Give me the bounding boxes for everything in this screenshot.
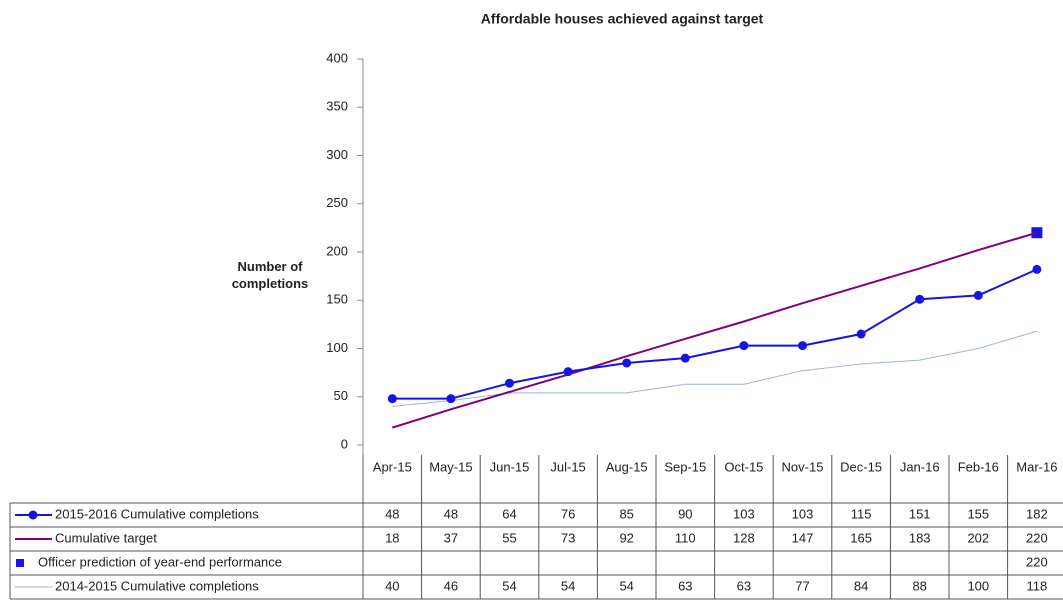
y-tick-label: 400: [326, 50, 348, 65]
table-value: 48: [385, 506, 399, 521]
table-value: 110: [675, 530, 696, 545]
point: [505, 378, 514, 388]
legend-key: [28, 510, 38, 520]
table-value: 88: [912, 578, 926, 593]
point: [680, 353, 690, 363]
x-tick-label: Nov-15: [782, 459, 824, 474]
y-tick-label: 150: [326, 292, 348, 307]
x-tick-label: Apr-15: [373, 459, 412, 474]
table-value: 84: [854, 578, 868, 593]
x-tick-label: Aug-15: [606, 459, 648, 474]
table-value: 151: [909, 506, 931, 521]
table-value: 128: [733, 530, 755, 545]
table-value: 90: [678, 506, 692, 521]
table-value: 37: [444, 530, 458, 545]
y-tick-label: 100: [326, 340, 348, 355]
table-value: 202: [967, 530, 989, 545]
point: [1032, 264, 1042, 274]
table-value: 183: [909, 530, 931, 545]
table-value: 103: [792, 506, 814, 521]
x-tick-label: Oct-15: [724, 459, 763, 474]
legend-label: 2014-2015 Cumulative completions: [55, 578, 259, 593]
y-tick-label: 50: [334, 388, 348, 403]
table-value: 100: [967, 578, 989, 593]
table-value: 103: [733, 506, 755, 521]
table-value: 48: [444, 506, 458, 521]
point: [739, 341, 749, 351]
table-value: 46: [444, 578, 458, 593]
chart-title: Affordable houses achieved against targe…: [481, 11, 764, 27]
table-value: 155: [967, 506, 989, 521]
x-tick-label: May-15: [429, 459, 472, 474]
legend-label: Cumulative target: [55, 530, 157, 545]
series-line: [392, 330, 1038, 407]
table-value: 73: [561, 530, 575, 545]
point: [856, 329, 866, 339]
table-value: 85: [619, 506, 633, 521]
table-value: 182: [1026, 506, 1048, 521]
table-value: 165: [850, 530, 872, 545]
table-value: 40: [385, 578, 399, 593]
legend-label: Officer prediction of year-end performan…: [38, 554, 282, 569]
x-tick-label: Sep-15: [664, 459, 706, 474]
table-value: 54: [619, 578, 633, 593]
table-value: 54: [502, 578, 516, 593]
point: [798, 341, 807, 351]
table-value: 118: [1027, 578, 1048, 593]
table-value: 18: [385, 530, 399, 545]
table-value: 220: [1026, 554, 1048, 569]
y-tick-label: 350: [326, 99, 348, 114]
table-value: 64: [502, 506, 516, 521]
y-tick-label: 250: [326, 195, 348, 210]
y-tick-label: 300: [326, 147, 348, 162]
table-value: 220: [1026, 530, 1048, 545]
table-value: 63: [737, 578, 751, 593]
table-value: 76: [561, 506, 575, 521]
legend-key: [16, 559, 24, 567]
y-axis-label: Number of completions: [231, 259, 309, 291]
table-value: 63: [678, 578, 692, 593]
table-value: 92: [619, 530, 633, 545]
table-value: 115: [851, 506, 872, 521]
x-tick-label: Dec-15: [840, 459, 882, 474]
x-tick-label: Jan-16: [900, 459, 940, 474]
legend-label: 2015-2016 Cumulative completions: [55, 506, 259, 521]
x-tick-label: Jul-15: [550, 459, 585, 474]
series-line: [392, 231, 1038, 429]
point: [973, 290, 983, 300]
x-tick-label: Feb-16: [958, 459, 999, 474]
table-value: 147: [792, 530, 814, 545]
y-tick-label: 0: [341, 436, 348, 451]
point: [563, 367, 573, 377]
table-value: 77: [795, 578, 809, 593]
table-value: 55: [502, 530, 516, 545]
table-value: 54: [561, 578, 575, 593]
series-line: [392, 268, 1038, 400]
x-tick-label: Jun-15: [490, 459, 530, 474]
point: [622, 358, 632, 368]
point: [446, 394, 456, 404]
x-tick-label: Mar-16: [1016, 459, 1057, 474]
y-tick-label: 200: [326, 243, 348, 258]
point: [915, 294, 925, 304]
point: [387, 394, 397, 404]
